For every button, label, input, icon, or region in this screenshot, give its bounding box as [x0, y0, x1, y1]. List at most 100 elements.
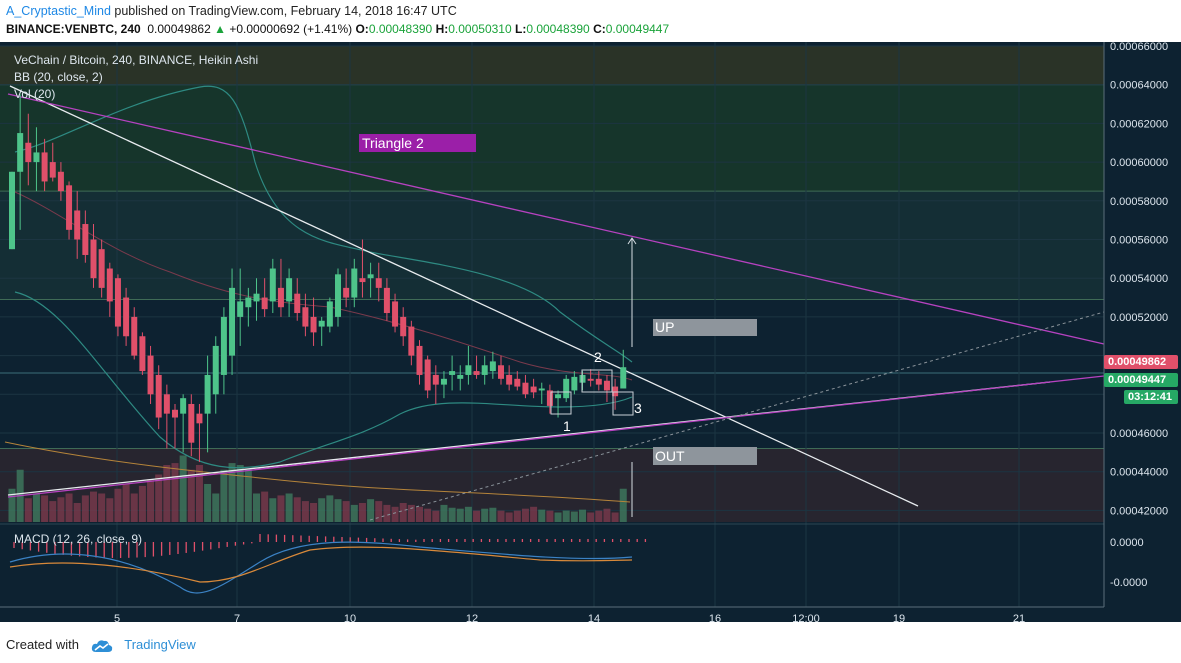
candle-body [522, 382, 529, 395]
candle-body [440, 378, 447, 385]
box-1 [550, 391, 572, 415]
candle-body [33, 152, 40, 163]
candle-body [106, 268, 113, 302]
candle-body [147, 355, 154, 395]
volume-bar [611, 512, 619, 522]
volume-bar [334, 499, 342, 522]
candle-body [277, 287, 284, 308]
point-2-label: 2 [594, 349, 602, 365]
upper-purple-line [7, 93, 1105, 345]
middle-band [0, 191, 1104, 300]
volume-bar [106, 498, 114, 522]
time-tick-label: 21 [1013, 613, 1025, 622]
volume-bar [195, 465, 203, 522]
created-with-text: Created with [6, 637, 79, 652]
price-tick-label: 0.00058000 [1110, 196, 1168, 208]
point-1-label: 1 [563, 418, 571, 434]
volume-bar [326, 495, 334, 522]
lower-purple-line [7, 375, 1105, 498]
publish-line: A_Cryptastic_Mind published on TradingVi… [6, 4, 457, 18]
price-tick-label: 0.00060000 [1110, 157, 1168, 169]
volume-bar [456, 508, 464, 522]
chart-title-legend: VeChain / Bitcoin, 240, BINANCE, Heikin … [14, 53, 259, 67]
volume-bar [350, 504, 358, 522]
volume-bar [546, 510, 554, 522]
candle-body [457, 374, 464, 379]
volume-bar [505, 512, 513, 522]
author-link[interactable]: A_Cryptastic_Mind [6, 4, 111, 18]
volume-bar [513, 510, 521, 522]
low-label: L: [514, 22, 527, 36]
volume-bar [81, 495, 89, 522]
tradingview-cloud-icon [91, 639, 112, 652]
volume-ma-line [4, 441, 631, 503]
bb-legend[interactable]: BB (20, close, 2) [14, 70, 103, 84]
candle-body [587, 378, 594, 381]
box-3 [612, 391, 634, 416]
last-price: 0.00049862 [147, 22, 211, 36]
volume-bar [130, 493, 138, 522]
candle-body [506, 374, 513, 385]
candle-body [620, 367, 627, 389]
volume-legend[interactable]: Vol (20) [14, 87, 56, 101]
candle-body [530, 386, 537, 393]
candle-body [188, 403, 195, 443]
top-band [0, 46, 1104, 85]
signal-line [9, 546, 633, 583]
candle-body [9, 171, 15, 250]
open-value: 0.00048390 [368, 22, 433, 36]
up-arrow-icon: ▲ [214, 22, 227, 36]
candle-body [286, 278, 293, 302]
candle-body [123, 297, 130, 337]
volume-bar [562, 510, 570, 522]
volume-bar [464, 506, 472, 522]
candle-body [302, 307, 309, 327]
macd-legend[interactable]: MACD (12, 26, close, 9) [14, 532, 143, 546]
price-tick-label: 0.00044000 [1110, 467, 1168, 479]
candle-body [204, 374, 211, 414]
close-label: C: [593, 22, 606, 36]
candle-body [351, 268, 358, 298]
candle-body [318, 320, 325, 327]
candle-body [603, 380, 610, 391]
candle-body [489, 361, 496, 372]
high-label: H: [435, 22, 449, 36]
candle-body [74, 210, 81, 240]
candle-body [400, 316, 407, 337]
candle-body [612, 386, 619, 397]
time-tick-label: 5 [114, 613, 120, 622]
candle-body [82, 224, 89, 255]
triangle-label[interactable]: Triangle 2 [359, 134, 476, 152]
candle-body [326, 301, 333, 327]
candle-body [481, 365, 488, 375]
footer-credit: Created with TradingView [6, 637, 196, 653]
volume-bar [293, 497, 301, 522]
volume-bar [489, 507, 497, 522]
price-tick-label: 0.00056000 [1110, 235, 1168, 247]
candle-body [155, 374, 162, 418]
price-tick-label: 0.00054000 [1110, 273, 1168, 285]
candle-body [261, 297, 268, 310]
chart-area[interactable]: 0.00066000 0.00064000 0.00062000 0.00060000… [0, 42, 1181, 622]
volume-bar [57, 497, 65, 522]
volume-bar [228, 463, 236, 522]
time-tick-label: 19 [893, 613, 905, 622]
upper-band [0, 84, 1104, 192]
candle-body [196, 413, 203, 424]
volume-bar [8, 488, 16, 522]
candle-body [98, 249, 105, 288]
volume-bar [65, 493, 73, 522]
candle-body [139, 336, 146, 372]
time-tick-label: 12 [466, 613, 478, 622]
out-label[interactable]: OUT [653, 447, 757, 465]
up-label[interactable]: UP [653, 319, 757, 336]
candle-body [17, 133, 24, 172]
volume-bar [269, 498, 277, 522]
volume-bar [24, 498, 32, 522]
tradingview-link[interactable]: TradingView [124, 637, 196, 652]
symbol-label: BINANCE:VENBTC, 240 [6, 22, 141, 36]
chart-canvas[interactable]: 0.00066000 0.00064000 0.00062000 0.00060000… [0, 42, 1181, 622]
volume-bar [187, 469, 195, 522]
candle-body [375, 278, 382, 288]
volume-bar [367, 499, 375, 522]
